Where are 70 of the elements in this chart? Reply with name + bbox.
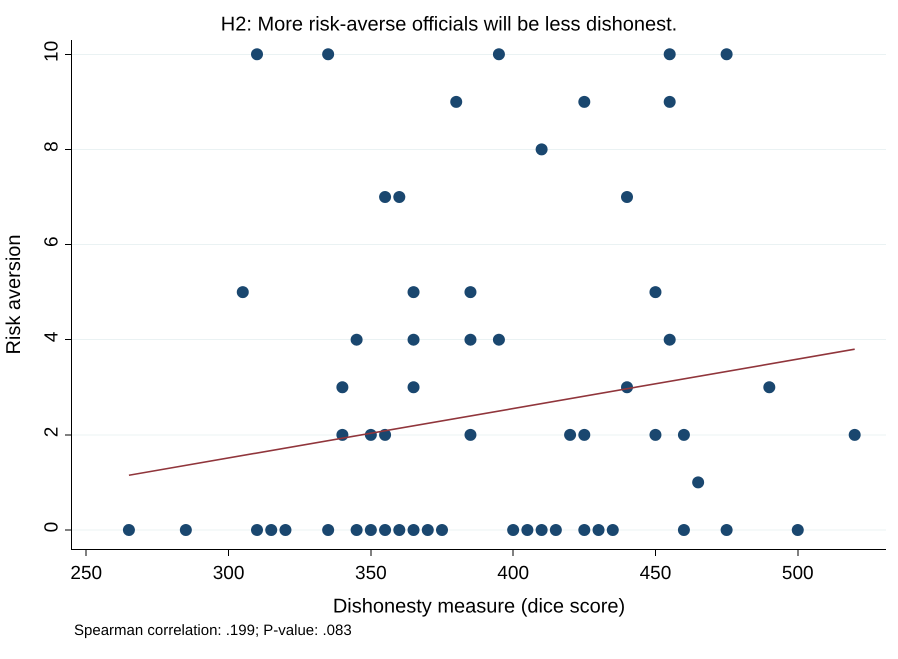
y-tick-label: 2 [41, 426, 62, 438]
point [792, 524, 804, 536]
point [379, 524, 392, 536]
x-tick-label: 250 [70, 562, 102, 584]
x-tick-label: 500 [782, 562, 814, 584]
point [848, 428, 861, 441]
x-tick-label: 300 [212, 562, 244, 584]
point [422, 524, 434, 536]
y-tick-label: 0 [41, 522, 62, 532]
point [364, 524, 377, 536]
point [606, 524, 619, 536]
point [265, 524, 278, 536]
point [122, 524, 135, 536]
y-tick-label: 10 [41, 40, 62, 62]
point [322, 524, 334, 536]
point [464, 286, 476, 298]
point [592, 524, 605, 536]
point [678, 428, 690, 441]
point [564, 428, 576, 441]
point [408, 334, 420, 346]
chart-title: H2: More risk-averse officials will be less dishonest. [220, 13, 678, 36]
point [578, 524, 590, 536]
point [279, 524, 292, 536]
point [649, 286, 662, 298]
point [393, 190, 406, 203]
y-axis-title: Risk aversion [2, 234, 25, 355]
point [621, 190, 633, 203]
point [322, 48, 334, 60]
point [578, 428, 590, 441]
y-tick-label: 4 [41, 331, 62, 342]
point [393, 524, 406, 536]
point [436, 524, 448, 536]
point [649, 428, 662, 441]
point [678, 524, 690, 536]
point [251, 48, 263, 60]
point [720, 524, 733, 536]
point [664, 334, 676, 346]
x-axis-title: Dishonesty measure (dice score) [332, 595, 626, 618]
point [763, 381, 776, 394]
point [251, 524, 263, 536]
x-tick-label: 450 [640, 562, 672, 584]
point [350, 334, 363, 346]
point [236, 286, 249, 298]
y-tick-label: 8 [41, 141, 62, 152]
point [536, 524, 548, 536]
point [692, 476, 704, 488]
point [464, 334, 476, 346]
point [464, 428, 476, 441]
point [492, 334, 505, 346]
point [664, 48, 676, 60]
point [180, 524, 192, 536]
point [450, 96, 462, 108]
point [379, 190, 392, 203]
point [550, 524, 562, 536]
point [350, 524, 363, 536]
point [408, 524, 420, 536]
point [578, 96, 590, 108]
point [336, 381, 348, 394]
text: Spearman correlation: .199; P-value: .083 [74, 622, 352, 639]
point [664, 96, 676, 108]
point [507, 524, 520, 536]
x-tick-label: 350 [355, 562, 387, 584]
point [492, 48, 505, 60]
x-tick-label: 400 [497, 562, 529, 584]
point [720, 48, 733, 60]
point [536, 143, 548, 156]
y-tick-label: 6 [41, 236, 62, 247]
point [408, 286, 420, 298]
point [521, 524, 534, 536]
point [408, 381, 420, 394]
